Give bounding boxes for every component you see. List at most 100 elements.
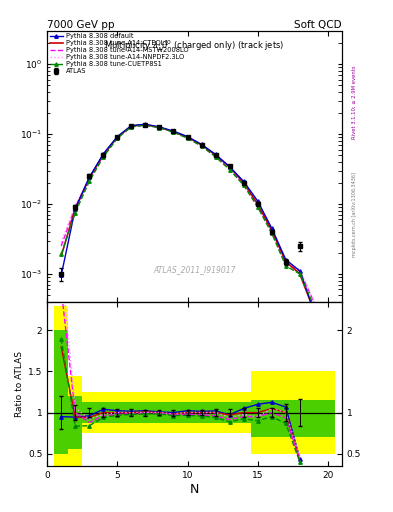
Pythia 8.308 tune-A14-NNPDF2.3LO [185,134,190,140]
Pythia 8.308 tune-A14-MSTW2008LO [269,229,274,235]
Pythia 8.308 tune-CUETP8S1 [312,303,316,309]
Pythia 8.308 tune-A14-MSTW2008LO [171,129,176,135]
Pythia 8.308 tune-A14-NNPDF2.3LO [59,240,64,246]
Pythia 8.308 tune-A14-CTEQL1 [312,307,316,313]
Y-axis label: Ratio to ATLAS: Ratio to ATLAS [15,351,24,417]
Pythia 8.308 default [199,141,204,147]
Pythia 8.308 default [227,164,232,170]
Pythia 8.308 tune-CUETP8S1 [241,182,246,188]
Pythia 8.308 default [241,178,246,184]
Line: Pythia 8.308 tune-A14-MSTW2008LO: Pythia 8.308 tune-A14-MSTW2008LO [61,125,328,351]
Pythia 8.308 default [325,362,330,368]
Pythia 8.308 tune-A14-CTEQL1 [269,227,274,233]
Pythia 8.308 tune-CUETP8S1 [171,129,176,135]
Pythia 8.308 tune-CUETP8S1 [73,209,77,216]
Pythia 8.308 tune-A14-NNPDF2.3LO [101,153,106,159]
Pythia 8.308 tune-A14-NNPDF2.3LO [213,152,218,158]
Pythia 8.308 tune-A14-CTEQL1 [143,122,148,128]
Pythia 8.308 default [115,134,120,140]
Pythia 8.308 tune-A14-MSTW2008LO [115,135,120,141]
Pythia 8.308 tune-A14-CTEQL1 [298,271,302,277]
Pythia 8.308 tune-A14-MSTW2008LO [129,123,134,130]
Pythia 8.308 tune-A14-NNPDF2.3LO [87,176,92,182]
Pythia 8.308 tune-CUETP8S1 [283,263,288,269]
Pythia 8.308 tune-A14-MSTW2008LO [185,135,190,141]
Pythia 8.308 default [298,268,302,274]
Pythia 8.308 tune-A14-MSTW2008LO [73,204,77,210]
Pythia 8.308 tune-A14-CTEQL1 [227,164,232,170]
Pythia 8.308 tune-A14-MSTW2008LO [157,124,162,131]
Pythia 8.308 tune-A14-MSTW2008LO [213,153,218,159]
Pythia 8.308 tune-A14-CTEQL1 [255,201,260,207]
Pythia 8.308 tune-A14-CTEQL1 [101,152,106,158]
Pythia 8.308 default [185,134,190,140]
Pythia 8.308 default [129,122,134,129]
Pythia 8.308 tune-A14-MSTW2008LO [101,153,106,159]
Pythia 8.308 tune-A14-CTEQL1 [185,134,190,140]
Pythia 8.308 tune-CUETP8S1 [59,251,64,258]
Pythia 8.308 tune-A14-NNPDF2.3LO [227,165,232,171]
Pythia 8.308 tune-A14-MSTW2008LO [255,202,260,208]
Pythia 8.308 default [59,272,64,279]
Pythia 8.308 tune-A14-MSTW2008LO [325,348,330,354]
Pythia 8.308 tune-A14-NNPDF2.3LO [241,181,246,187]
Pythia 8.308 default [101,151,106,157]
Pythia 8.308 tune-A14-MSTW2008LO [227,165,232,172]
Pythia 8.308 default [171,128,176,134]
Pythia 8.308 tune-A14-NNPDF2.3LO [298,267,302,273]
Pythia 8.308 tune-A14-CTEQL1 [283,259,288,265]
Pythia 8.308 tune-A14-NNPDF2.3LO [171,129,176,135]
Pythia 8.308 default [143,121,148,127]
Pythia 8.308 default [269,225,274,231]
Line: Pythia 8.308 tune-A14-NNPDF2.3LO: Pythia 8.308 tune-A14-NNPDF2.3LO [61,125,328,347]
Pythia 8.308 tune-A14-MSTW2008LO [87,177,92,183]
Pythia 8.308 tune-A14-CTEQL1 [199,142,204,148]
Pythia 8.308 tune-CUETP8S1 [129,124,134,130]
Pythia 8.308 default [312,307,316,313]
Pythia 8.308 tune-A14-NNPDF2.3LO [143,122,148,128]
Pythia 8.308 tune-A14-NNPDF2.3LO [269,227,274,233]
Pythia 8.308 tune-A14-NNPDF2.3LO [73,202,77,208]
Pythia 8.308 tune-CUETP8S1 [87,178,92,184]
Pythia 8.308 tune-CUETP8S1 [101,154,106,160]
X-axis label: N: N [190,482,199,496]
Pythia 8.308 tune-A14-CTEQL1 [87,175,92,181]
Pythia 8.308 tune-A14-CTEQL1 [213,152,218,158]
Pythia 8.308 tune-A14-CTEQL1 [129,123,134,129]
Line: Pythia 8.308 default: Pythia 8.308 default [59,122,330,367]
Pythia 8.308 tune-A14-NNPDF2.3LO [312,298,316,305]
Pythia 8.308 tune-A14-NNPDF2.3LO [157,124,162,131]
Pythia 8.308 tune-CUETP8S1 [227,166,232,173]
Pythia 8.308 tune-CUETP8S1 [298,271,302,277]
Pythia 8.308 tune-A14-NNPDF2.3LO [283,259,288,265]
Pythia 8.308 tune-A14-NNPDF2.3LO [129,123,134,129]
Pythia 8.308 tune-A14-MSTW2008LO [143,122,148,128]
Pythia 8.308 default [73,206,77,212]
Pythia 8.308 default [283,257,288,263]
Pythia 8.308 tune-CUETP8S1 [255,204,260,210]
Pythia 8.308 default [87,174,92,180]
Pythia 8.308 default [255,198,260,204]
Text: 7000 GeV pp: 7000 GeV pp [47,20,115,31]
Pythia 8.308 tune-CUETP8S1 [199,143,204,149]
Pythia 8.308 tune-A14-CTEQL1 [157,124,162,131]
Pythia 8.308 default [213,152,218,158]
Text: Multiplicity $\lambda\_0^0$ (charged only) (track jets): Multiplicity $\lambda\_0^0$ (charged onl… [105,39,285,53]
Pythia 8.308 tune-CUETP8S1 [269,230,274,237]
Pythia 8.308 tune-A14-CTEQL1 [73,206,77,212]
Pythia 8.308 tune-CUETP8S1 [157,124,162,131]
Pythia 8.308 tune-A14-NNPDF2.3LO [255,202,260,208]
Pythia 8.308 tune-A14-CTEQL1 [325,362,330,368]
Line: Pythia 8.308 tune-CUETP8S1: Pythia 8.308 tune-CUETP8S1 [59,123,330,356]
Text: ATLAS_2011_I919017: ATLAS_2011_I919017 [153,266,236,274]
Pythia 8.308 tune-CUETP8S1 [185,135,190,141]
Pythia 8.308 tune-A14-CTEQL1 [59,253,64,259]
Pythia 8.308 tune-CUETP8S1 [325,352,330,358]
Pythia 8.308 tune-A14-MSTW2008LO [241,181,246,187]
Pythia 8.308 tune-A14-MSTW2008LO [298,268,302,274]
Pythia 8.308 tune-CUETP8S1 [115,135,120,141]
Pythia 8.308 tune-A14-NNPDF2.3LO [115,134,120,140]
Pythia 8.308 tune-A14-CTEQL1 [115,134,120,140]
Pythia 8.308 default [157,124,162,130]
Text: Soft QCD: Soft QCD [294,20,342,31]
